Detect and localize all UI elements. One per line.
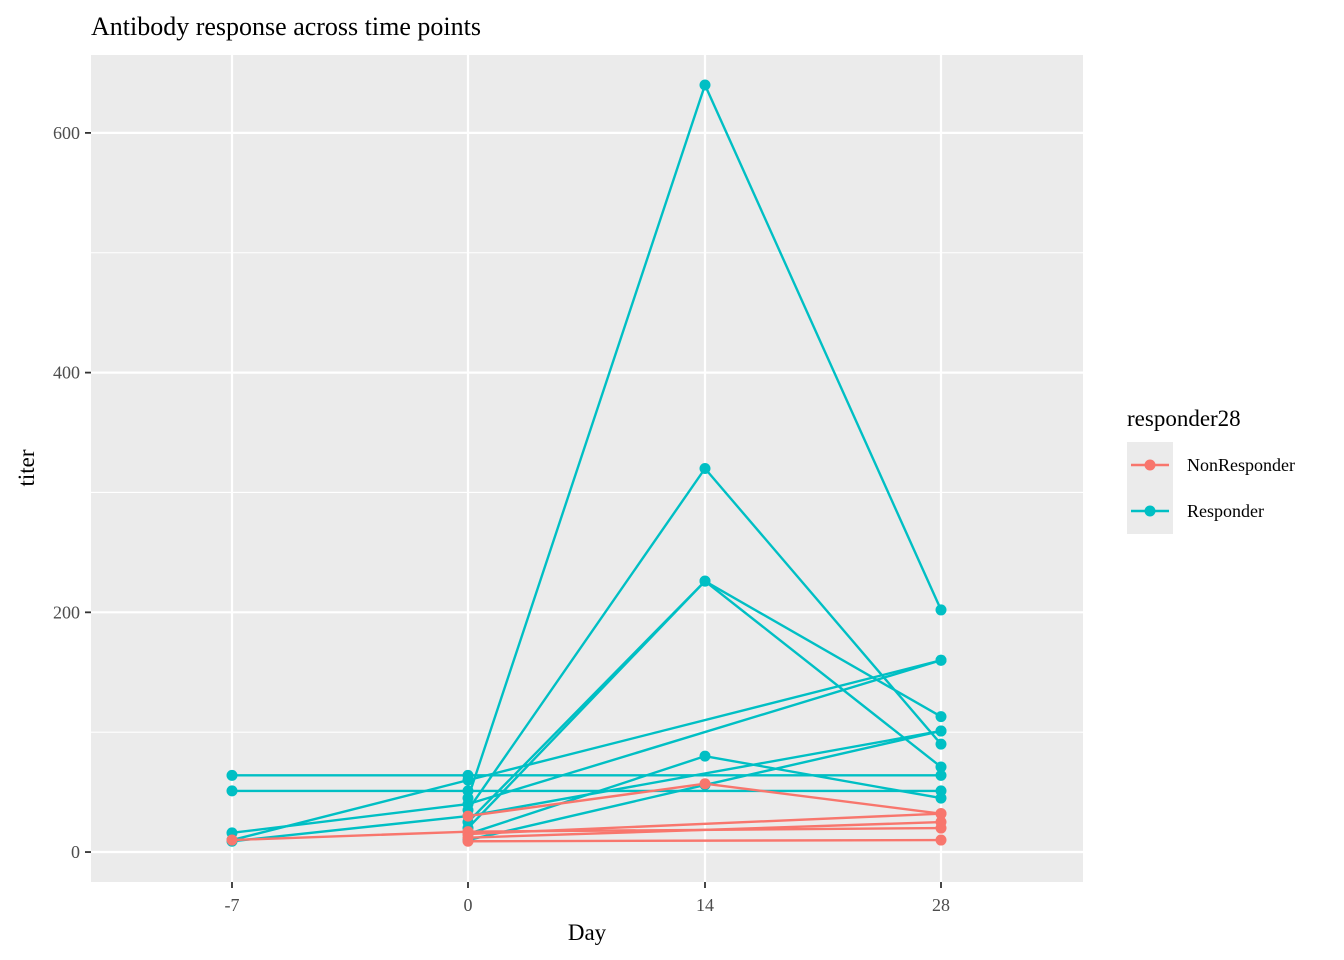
data-point-responder bbox=[226, 785, 238, 797]
data-point-nonresponder bbox=[462, 810, 474, 822]
data-point-nonresponder bbox=[226, 834, 238, 846]
data-point-nonresponder bbox=[935, 834, 947, 846]
legend-label-nonresponder: NonResponder bbox=[1187, 455, 1295, 475]
x-tick-label: 14 bbox=[696, 895, 714, 915]
y-tick-label: 400 bbox=[53, 363, 80, 383]
legend-key-point-responder bbox=[1144, 505, 1156, 517]
legend-key-point-nonresponder bbox=[1144, 459, 1156, 471]
data-point-responder bbox=[935, 725, 947, 737]
plot-panel bbox=[91, 55, 1083, 882]
major-gridlines bbox=[91, 55, 1083, 882]
data-point-responder bbox=[462, 774, 474, 786]
legend: responder28 NonResponder Responder bbox=[1127, 406, 1295, 534]
data-point-responder bbox=[699, 575, 711, 587]
data-point-responder bbox=[699, 463, 711, 474]
legend-title: responder28 bbox=[1127, 406, 1241, 431]
y-axis-title: titer bbox=[14, 449, 39, 486]
y-tick-label: 600 bbox=[53, 123, 80, 143]
series-line-nonresponder bbox=[467, 820, 942, 839]
y-tick-label: 0 bbox=[71, 842, 80, 862]
x-axis: -7 0 14 28 bbox=[225, 882, 950, 915]
data-point-nonresponder bbox=[699, 778, 711, 790]
chart-title: Antibody response across time points bbox=[91, 12, 481, 41]
data-point-responder bbox=[699, 79, 711, 91]
legend-label-responder: Responder bbox=[1187, 501, 1264, 521]
data-point-nonresponder bbox=[935, 808, 947, 820]
series-line-nonresponder bbox=[467, 812, 942, 836]
data-point-responder bbox=[462, 792, 474, 804]
x-tick-label: -7 bbox=[225, 895, 240, 915]
data-point-responder bbox=[699, 750, 711, 762]
data-point-responder bbox=[935, 604, 947, 616]
data-point-responder bbox=[935, 761, 947, 773]
data-point-nonresponder bbox=[935, 816, 947, 828]
data-point-responder bbox=[935, 792, 947, 804]
x-tick-label: 28 bbox=[932, 895, 950, 915]
data-point-responder bbox=[935, 738, 947, 750]
minor-gridlines bbox=[91, 252, 1083, 733]
data-point-nonresponder bbox=[462, 835, 474, 847]
data-point-responder bbox=[935, 711, 947, 723]
y-tick-label: 200 bbox=[53, 602, 80, 622]
series-points bbox=[226, 79, 947, 847]
x-axis-title: Day bbox=[568, 920, 607, 945]
y-axis: 0 200 400 600 bbox=[53, 123, 91, 862]
data-point-responder bbox=[935, 769, 947, 781]
data-point-responder bbox=[935, 654, 947, 666]
x-tick-label: 0 bbox=[464, 895, 473, 915]
series-line-nonresponder bbox=[467, 838, 942, 843]
data-point-responder bbox=[226, 769, 238, 781]
